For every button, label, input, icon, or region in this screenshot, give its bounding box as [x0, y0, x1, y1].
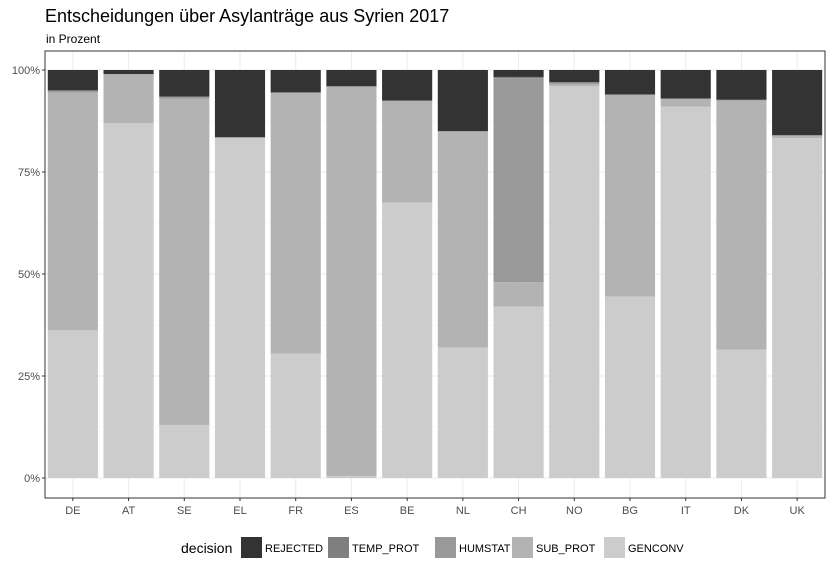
- x-tick-label-bg: BG: [622, 505, 638, 517]
- bar-segment-be-sub_prot: [382, 100, 433, 203]
- bar-segment-be-genconv: [382, 202, 433, 478]
- bar-segment-nl-genconv: [437, 347, 488, 478]
- bar-segment-nl-rejected: [437, 70, 488, 132]
- chart-subtitle: in Prozent: [46, 32, 101, 46]
- x-tick-label-be: BE: [400, 505, 415, 517]
- x-tick-label-at: AT: [122, 505, 136, 517]
- bar-segment-ch-temp_prot: [493, 76, 544, 79]
- bar-segment-ch-genconv: [493, 306, 544, 478]
- bar-segment-el-rejected: [214, 70, 266, 138]
- bar-segment-es-genconv: [326, 475, 377, 478]
- bar-segment-bg-genconv: [604, 296, 656, 478]
- legend-key-sub_prot: [512, 537, 533, 558]
- bar-segment-dk-humstat: [716, 99, 767, 101]
- bar-segment-no-rejected: [549, 70, 600, 83]
- bar-segment-uk-sub_prot: [772, 135, 823, 139]
- x-tick-label-nl: NL: [456, 505, 470, 517]
- y-tick-label: 0%: [24, 473, 40, 485]
- plot-area: 0% 25% 50% 75% 100% DE AT SE EL FR ES BE NL CH NO BG IT D…: [12, 50, 826, 517]
- bar-segment-nl-sub_prot: [437, 131, 488, 348]
- bar-segment-at-rejected: [103, 70, 154, 75]
- bar-segment-de-genconv: [47, 330, 98, 478]
- bar-segment-de-sub_prot: [47, 92, 98, 331]
- bar-segment-bg-rejected: [604, 70, 656, 95]
- x-tick-label-se: SE: [177, 505, 192, 517]
- x-tick-label-es: ES: [344, 505, 359, 517]
- legend-label-humstat: HUMSTAT: [459, 543, 511, 555]
- bar-segment-de-humstat: [47, 90, 98, 93]
- y-tick-label: 50%: [18, 269, 40, 281]
- x-tick-label-fr: FR: [288, 505, 303, 517]
- bar-segment-se-sub_prot: [159, 98, 210, 425]
- bar-segment-be-rejected: [382, 70, 433, 101]
- legend-key-humstat: [435, 537, 456, 558]
- bar-segment-el-genconv: [214, 137, 266, 478]
- chart-title: Entscheidungen über Asylanträge aus Syri…: [45, 6, 449, 26]
- bar-segment-de-rejected: [47, 70, 98, 91]
- bar-segment-at-genconv: [103, 123, 154, 478]
- legend-key-rejected: [241, 537, 262, 558]
- x-tick-label-uk: UK: [790, 505, 806, 517]
- bar-segment-uk-rejected: [772, 70, 823, 136]
- bar-segment-no-sub_prot: [549, 84, 600, 87]
- bar-segment-fr-genconv: [270, 353, 321, 478]
- bar-segment-ch-sub_prot: [493, 282, 544, 307]
- bar-segment-it-sub_prot: [660, 98, 711, 107]
- bar-segment-dk-rejected: [716, 70, 767, 100]
- legend-label-genconv: GENCONV: [628, 543, 684, 555]
- legend-label-sub_prot: SUB_PROT: [536, 543, 596, 555]
- x-tick-label-de: DE: [65, 505, 80, 517]
- legend-key-genconv: [604, 537, 625, 558]
- y-tick-label: 25%: [18, 371, 40, 383]
- bar-segment-uk-genconv: [772, 138, 823, 479]
- y-tick-label: 100%: [12, 65, 40, 77]
- bar-segment-fr-sub_prot: [270, 92, 321, 354]
- bar-segment-it-genconv: [660, 106, 711, 478]
- y-tick-label: 75%: [18, 167, 40, 179]
- legend-title: decision: [181, 540, 232, 556]
- x-tick-label-ch: CH: [511, 505, 527, 517]
- bar-segment-no-genconv: [549, 86, 600, 478]
- bar-segment-it-rejected: [660, 70, 711, 99]
- legend: decision REJECTED TEMP_PROT HUMSTAT SUB_PRO…: [181, 537, 684, 558]
- bar-segment-at-sub_prot: [103, 74, 154, 124]
- x-tick-label-dk: DK: [734, 505, 750, 517]
- x-tick-label-el: EL: [233, 505, 246, 517]
- bar-segment-no-humstat: [549, 82, 600, 85]
- bar-segment-es-rejected: [326, 70, 377, 87]
- bar-segment-se-rejected: [159, 70, 210, 97]
- legend-label-temp_prot: TEMP_PROT: [352, 543, 420, 555]
- x-tick-label-it: IT: [681, 505, 691, 517]
- x-tick-label-no: NO: [566, 505, 583, 517]
- bar-segment-ch-rejected: [493, 70, 544, 77]
- bar-segment-es-sub_prot: [326, 86, 377, 476]
- legend-key-temp_prot: [328, 537, 349, 558]
- bar-segment-dk-genconv: [716, 349, 767, 478]
- bar-segment-dk-sub_prot: [716, 100, 767, 350]
- bar-segment-bg-sub_prot: [604, 94, 656, 297]
- bar-segment-se-humstat: [159, 96, 210, 99]
- legend-label-rejected: REJECTED: [265, 543, 323, 555]
- bar-segment-ch-humstat: [493, 78, 544, 283]
- bar-segment-se-genconv: [159, 424, 210, 478]
- bar-segment-fr-rejected: [270, 70, 321, 93]
